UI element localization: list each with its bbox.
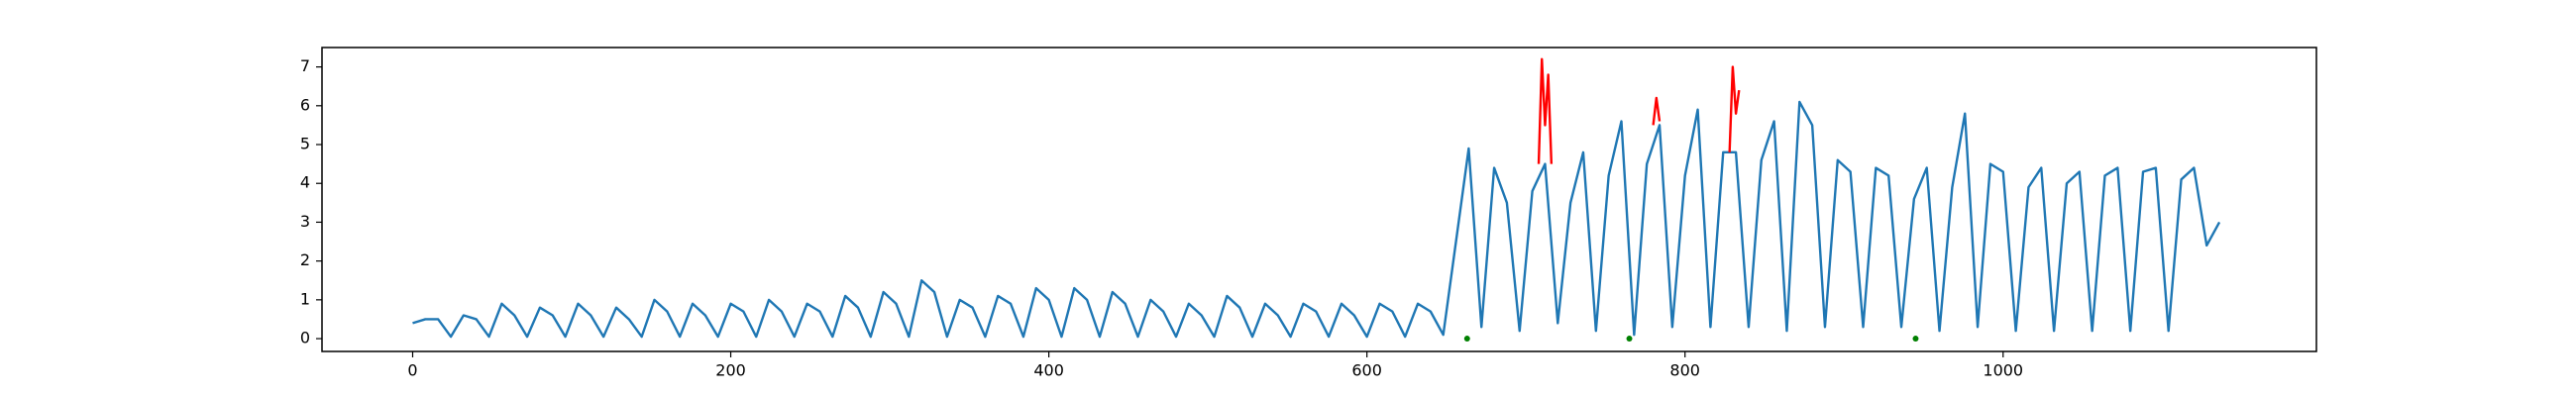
point-marker [1463,336,1470,343]
point-marker [1912,336,1919,343]
x-tick-label: 600 [1351,361,1382,380]
y-tick-label: 6 [300,95,310,114]
series-line [1537,57,1554,164]
y-tick-label: 3 [300,212,310,231]
y-tick-label: 4 [300,173,310,192]
x-tick-label: 200 [715,361,746,380]
point-marker [1626,336,1633,343]
x-tick-label: 1000 [1983,361,2023,380]
y-tick-label: 1 [300,289,310,308]
x-tick-label: 400 [1033,361,1064,380]
y-tick-label: 2 [300,250,310,269]
series-line [1728,65,1741,152]
plot-frame [321,47,2317,352]
y-tick-label: 5 [300,135,310,153]
series-line [1652,96,1662,126]
series-line [412,100,2221,339]
x-tick-label: 0 [407,361,417,380]
y-tick-label: 7 [300,56,310,75]
y-tick-label: 0 [300,329,310,347]
x-tick-label: 800 [1669,361,1700,380]
